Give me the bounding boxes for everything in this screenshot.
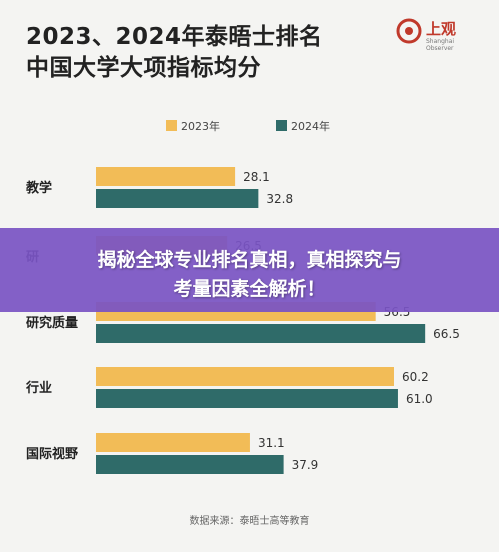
category-label: 行业 [25,380,52,396]
bar-2024 [96,455,284,474]
legend-swatch-1 [166,120,177,131]
promo-banner[interactable]: 揭秘全球专业排名真相，真相探究与 考量因素全解析！ [0,228,499,312]
value-label: 32.8 [266,192,293,206]
legend-label-2: 2024年 [291,119,330,133]
value-label: 66.5 [433,327,460,341]
banner-line1: 揭秘全球专业排名真相，真相探究与 [20,246,479,275]
bar-2023 [96,167,235,186]
bar-2023 [96,367,394,386]
bar-2023 [96,433,250,452]
source-note: 数据来源：泰晤士高等教育 [0,512,499,527]
value-label: 60.2 [402,370,429,384]
bar-2024 [96,189,258,208]
category-label: 教学 [25,180,52,196]
value-label: 31.1 [258,436,285,450]
value-label: 37.9 [292,458,319,472]
value-label: 28.1 [243,170,270,184]
bar-2024 [96,324,425,343]
category-label: 研究质量 [26,315,78,331]
value-label: 61.0 [406,392,433,406]
legend-swatch-2 [276,120,287,131]
category-label: 国际视野 [26,446,78,462]
banner-headline[interactable]: 揭秘全球专业排名真相，真相探究与 考量因素全解析！ [20,246,479,304]
bar-2024 [96,389,398,408]
legend-label-1: 2023年 [181,119,220,133]
banner-line2: 考量因素全解析！ [20,275,479,304]
